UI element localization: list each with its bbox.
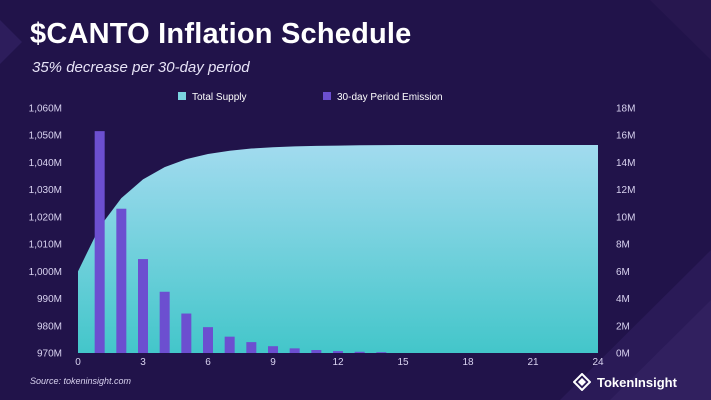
emission-bar xyxy=(159,291,170,353)
y-right-tick-label: 18M xyxy=(616,104,635,115)
x-tick-label: 12 xyxy=(332,357,344,368)
source-note: Source: tokeninsight.com xyxy=(30,376,132,386)
y-left-tick-label: 990M xyxy=(37,294,62,305)
y-left-tick-label: 1,060M xyxy=(29,104,62,115)
total-supply-area xyxy=(78,145,598,353)
y-right-tick-label: 12M xyxy=(616,185,635,196)
x-tick-label: 18 xyxy=(462,357,474,368)
y-left-tick-label: 1,010M xyxy=(29,240,62,251)
emission-bar xyxy=(181,313,192,353)
chart-subtitle: 35% decrease per 30-day period xyxy=(32,59,250,76)
y-right-tick-label: 0M xyxy=(616,349,630,360)
emission-bar xyxy=(224,336,235,353)
y-left-tick-label: 1,030M xyxy=(29,185,62,196)
y-left-tick-label: 1,040M xyxy=(29,158,62,169)
x-tick-label: 6 xyxy=(205,357,211,368)
emission-bar xyxy=(268,346,278,353)
y-right-tick-label: 6M xyxy=(616,267,630,278)
brand-name: TokenInsight xyxy=(597,374,677,390)
emission-bar xyxy=(246,342,257,353)
emission-bar xyxy=(333,351,343,353)
emission-bar xyxy=(94,131,105,353)
emission-bar xyxy=(354,351,365,353)
emission-bar xyxy=(289,348,300,353)
tokeninsight-logo-icon xyxy=(573,373,591,391)
y-left-tick-label: 1,020M xyxy=(29,212,62,223)
y-right-tick-label: 16M xyxy=(616,131,635,142)
y-right-tick-label: 14M xyxy=(616,158,635,169)
brand-logo: TokenInsight xyxy=(573,373,677,391)
emission-bar xyxy=(116,208,127,353)
y-right-tick-label: 2M xyxy=(616,321,630,332)
x-tick-label: 21 xyxy=(527,357,539,368)
y-left-tick-label: 1,000M xyxy=(29,267,62,278)
chart-title: $CANTO Inflation Schedule xyxy=(30,18,412,50)
emission-bar xyxy=(376,352,387,353)
legend-swatch-total-supply xyxy=(178,92,186,100)
x-tick-label: 3 xyxy=(140,357,146,368)
x-tick-label: 9 xyxy=(270,357,276,368)
x-tick-label: 24 xyxy=(592,357,604,368)
legend-swatch-period-emission xyxy=(323,92,331,100)
emission-bar xyxy=(138,259,148,353)
x-tick-label: 15 xyxy=(397,357,409,368)
y-left-tick-label: 970M xyxy=(37,349,62,360)
y-right-tick-label: 4M xyxy=(616,294,630,305)
emission-bar xyxy=(203,327,213,353)
y-left-tick-label: 980M xyxy=(37,321,62,332)
y-left-tick-label: 1,050M xyxy=(29,131,62,142)
chart-legend: Total Supply 30-day Period Emission xyxy=(178,92,443,103)
x-tick-label: 0 xyxy=(75,357,81,368)
y-right-tick-label: 8M xyxy=(616,240,630,251)
legend-label-total-supply: Total Supply xyxy=(192,92,246,103)
y-right-tick-label: 10M xyxy=(616,212,635,223)
legend-label-period-emission: 30-day Period Emission xyxy=(337,92,443,103)
emission-bar xyxy=(311,350,322,353)
